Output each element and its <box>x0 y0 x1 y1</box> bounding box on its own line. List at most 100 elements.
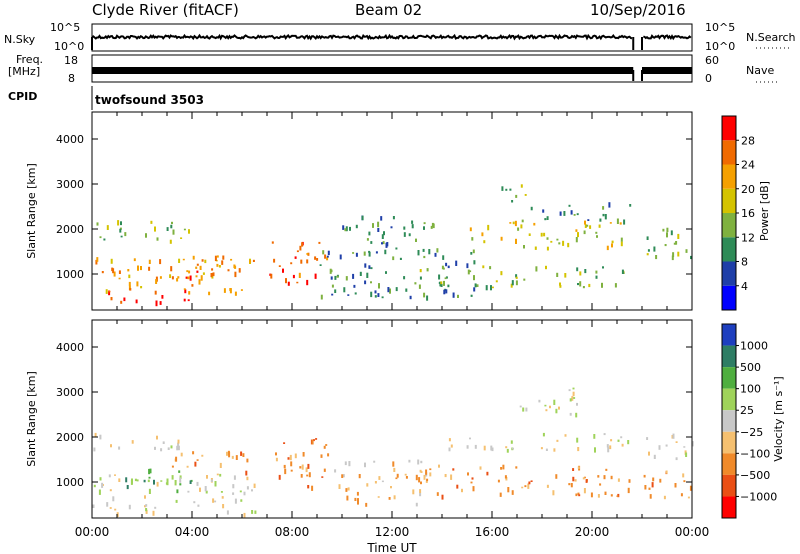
range-cell <box>128 274 131 279</box>
range-cell <box>150 220 153 224</box>
range-cell <box>658 445 661 450</box>
range-cell <box>357 499 359 505</box>
range-cell <box>595 270 598 274</box>
range-cell <box>610 475 613 480</box>
range-cell <box>195 275 198 278</box>
range-cell <box>176 278 179 282</box>
range-cell <box>564 434 567 437</box>
range-cell <box>120 221 122 226</box>
cpid-label: CPID <box>8 90 37 103</box>
freq-tick-top: 18 <box>64 54 78 67</box>
colorbar-tick-label: 8 <box>741 256 748 269</box>
range-cell <box>171 475 174 480</box>
range-cell <box>487 224 490 231</box>
range-cell <box>380 216 383 221</box>
range-cell <box>683 446 686 448</box>
range-cell <box>375 251 378 254</box>
range-cell <box>617 478 620 482</box>
range-cell <box>154 446 156 450</box>
range-cell <box>214 481 217 487</box>
range-cell <box>216 263 219 267</box>
range-cell <box>128 504 131 510</box>
range-cell <box>420 460 423 464</box>
range-cell <box>443 280 445 286</box>
range-cell <box>321 476 324 478</box>
range-cell <box>617 439 620 442</box>
range-cell <box>189 275 192 281</box>
range-cell <box>616 495 619 497</box>
nsearch-label: N.Search <box>746 31 796 44</box>
range-cell <box>395 287 398 292</box>
range-cell <box>511 280 514 286</box>
range-cell <box>482 265 485 269</box>
range-cell <box>339 254 342 260</box>
range-cell <box>110 444 112 448</box>
power-y-axis: 1000 2000 3000 4000 <box>56 133 692 281</box>
range-cell <box>386 242 389 247</box>
range-cell <box>525 407 528 412</box>
nsky-trace <box>91 33 692 50</box>
beam-title: Beam 02 <box>355 1 422 19</box>
range-cell <box>96 222 99 226</box>
range-cell <box>368 251 371 257</box>
range-cell <box>227 269 230 272</box>
range-cell <box>345 276 348 281</box>
range-cell <box>316 258 319 261</box>
range-cell <box>509 222 512 224</box>
colorbar-tick-label: −500 <box>740 469 770 482</box>
range-cell <box>520 224 523 229</box>
range-cell <box>569 398 572 402</box>
range-cell <box>341 474 344 478</box>
range-cell <box>254 510 257 514</box>
range-cell <box>505 446 508 449</box>
range-cell <box>412 489 415 495</box>
range-cell <box>447 265 450 269</box>
range-cell <box>231 455 234 459</box>
power-colorbar-label: Power [dB] <box>758 181 771 241</box>
range-cell <box>523 245 525 249</box>
range-cell <box>296 281 299 284</box>
colorbar-tick-label: 100 <box>740 383 761 396</box>
range-cell <box>119 227 122 230</box>
range-cell <box>194 461 197 467</box>
range-cell <box>603 433 606 436</box>
range-cell <box>136 281 139 287</box>
range-cell <box>171 276 174 280</box>
range-cell <box>155 279 158 284</box>
range-cell <box>144 495 146 499</box>
range-cell <box>307 463 310 469</box>
range-cell <box>606 444 609 448</box>
range-cell <box>474 444 477 449</box>
range-cell <box>542 432 545 437</box>
range-cell <box>425 469 428 475</box>
range-cell <box>222 504 225 509</box>
colorbar-segment <box>722 116 736 141</box>
range-cell <box>347 487 350 491</box>
range-cell <box>140 266 142 271</box>
range-cell <box>167 447 170 450</box>
range-cell <box>171 465 174 468</box>
y-tick-label: 4000 <box>56 341 84 354</box>
y-tick-label: 3000 <box>56 178 84 191</box>
range-cell <box>154 290 157 295</box>
range-cell <box>419 469 422 473</box>
range-cell <box>682 473 685 478</box>
range-cell <box>408 233 411 237</box>
range-cell <box>388 497 391 500</box>
range-cell <box>390 226 393 229</box>
range-cell <box>229 288 232 292</box>
range-cell <box>653 454 656 459</box>
range-cell <box>308 472 311 478</box>
range-cell <box>199 487 201 492</box>
range-cell <box>234 265 237 269</box>
range-cell <box>605 468 608 471</box>
range-cell <box>666 232 668 238</box>
range-cell <box>430 225 433 229</box>
range-cell <box>334 275 337 280</box>
range-cell <box>148 488 151 494</box>
range-cell <box>393 495 396 500</box>
range-cell <box>368 265 371 269</box>
range-cell <box>404 473 407 476</box>
range-cell <box>347 294 350 296</box>
range-cell <box>148 259 151 264</box>
